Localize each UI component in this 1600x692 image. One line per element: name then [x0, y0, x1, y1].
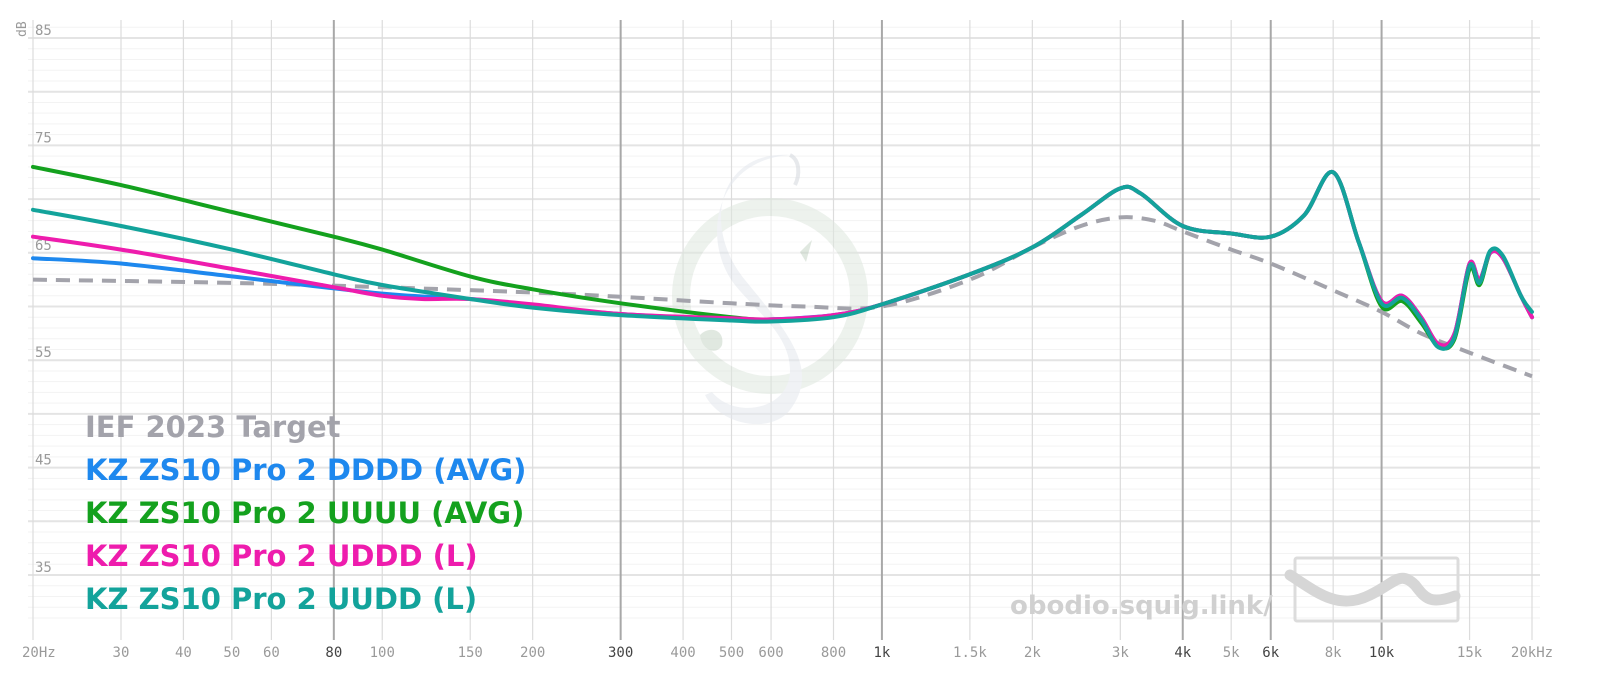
x-tick-label: 20kHz: [1511, 645, 1553, 661]
x-tick-label: 400: [670, 645, 695, 661]
x-tick-label: 40: [175, 645, 192, 661]
y-tick-label: 85: [35, 23, 52, 39]
x-tick-label: 4k: [1174, 645, 1191, 661]
legend-item-4: KZ ZS10 Pro 2 UUDD (L): [85, 582, 477, 616]
x-tick-label: 1k: [873, 645, 890, 661]
x-tick-label: 800: [821, 645, 846, 661]
x-tick-label: 6k: [1262, 645, 1279, 661]
x-tick-label: 200: [520, 645, 545, 661]
x-tick-label: 8k: [1325, 645, 1342, 661]
legend: IEF 2023 Target KZ ZS10 Pro 2 DDDD (AVG) K…: [85, 410, 526, 616]
legend-item-2: KZ ZS10 Pro 2 UUUU (AVG): [85, 496, 524, 530]
squiglink-logo-icon: [1284, 556, 1461, 623]
series-lines: [31, 164, 1534, 379]
y-tick-labels: 85 75 65 55 45 35: [35, 23, 52, 576]
x-tick-label: 500: [719, 645, 744, 661]
x-tick-label: 5k: [1223, 645, 1240, 661]
x-tick-labels: 20Hz 30 40 50 60 80 100 150 200 300 400 500 600 800 1k…: [22, 645, 1553, 661]
x-tick-label: 30: [113, 645, 130, 661]
y-tick-label: 75: [35, 130, 52, 146]
squig-logo-watermark: [672, 153, 868, 425]
y-tick-label: 35: [35, 560, 52, 576]
x-tick-label: 2k: [1024, 645, 1041, 661]
x-tick-label: 1.5k: [953, 645, 987, 661]
legend-item-1: KZ ZS10 Pro 2 DDDD (AVG): [85, 453, 526, 487]
y-tick-label: 65: [35, 238, 52, 254]
x-tick-label: 300: [608, 645, 633, 661]
horizontal-gridlines: [28, 26, 1540, 619]
x-tick-label: 15k: [1457, 645, 1483, 661]
x-tick-label: 20Hz: [22, 645, 56, 661]
watermark-url-text: obodio.squig.link/: [1010, 591, 1273, 621]
x-tick-label: 50: [223, 645, 240, 661]
legend-item-3: KZ ZS10 Pro 2 UDDD (L): [85, 539, 478, 573]
x-tick-label: 10k: [1369, 645, 1395, 661]
series-line-4: [31, 170, 1534, 351]
x-tick-label: 3k: [1112, 645, 1129, 661]
y-tick-label: 45: [35, 453, 52, 469]
y-tick-label: 55: [35, 345, 52, 361]
x-tick-label: 100: [370, 645, 395, 661]
x-tick-label: 80: [325, 645, 342, 661]
x-tick-label: 60: [263, 645, 280, 661]
x-tick-label: 600: [758, 645, 783, 661]
x-tick-label: 150: [458, 645, 483, 661]
y-axis-label: dB: [15, 21, 30, 37]
legend-item-0: IEF 2023 Target: [85, 410, 341, 444]
